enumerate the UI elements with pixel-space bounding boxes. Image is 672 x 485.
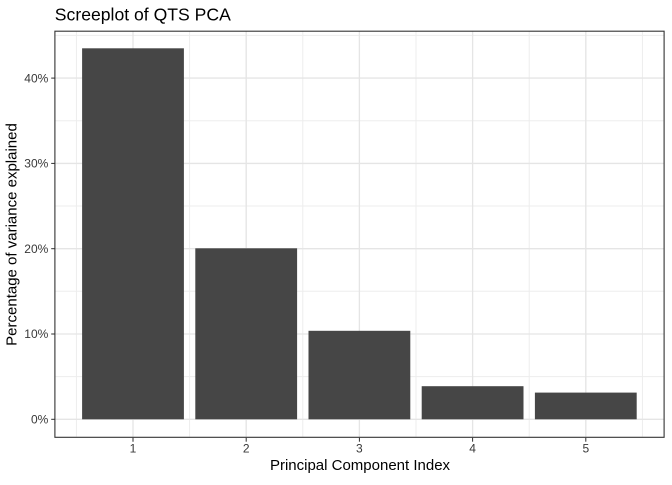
svg-text:40%: 40% <box>24 71 48 85</box>
svg-text:1: 1 <box>130 442 137 456</box>
svg-text:2: 2 <box>243 442 250 456</box>
svg-text:Screeplot of QTS PCA: Screeplot of QTS PCA <box>55 4 231 24</box>
svg-text:4: 4 <box>469 442 476 456</box>
svg-text:10%: 10% <box>24 327 48 341</box>
svg-text:30%: 30% <box>24 157 48 171</box>
svg-text:Percentage of variance explain: Percentage of variance explained <box>3 123 20 346</box>
svg-text:20%: 20% <box>24 242 48 256</box>
svg-text:0%: 0% <box>31 413 49 427</box>
svg-text:5: 5 <box>582 442 589 456</box>
svg-text:3: 3 <box>356 442 363 456</box>
svg-text:Principal Component Index: Principal Component Index <box>270 457 451 474</box>
